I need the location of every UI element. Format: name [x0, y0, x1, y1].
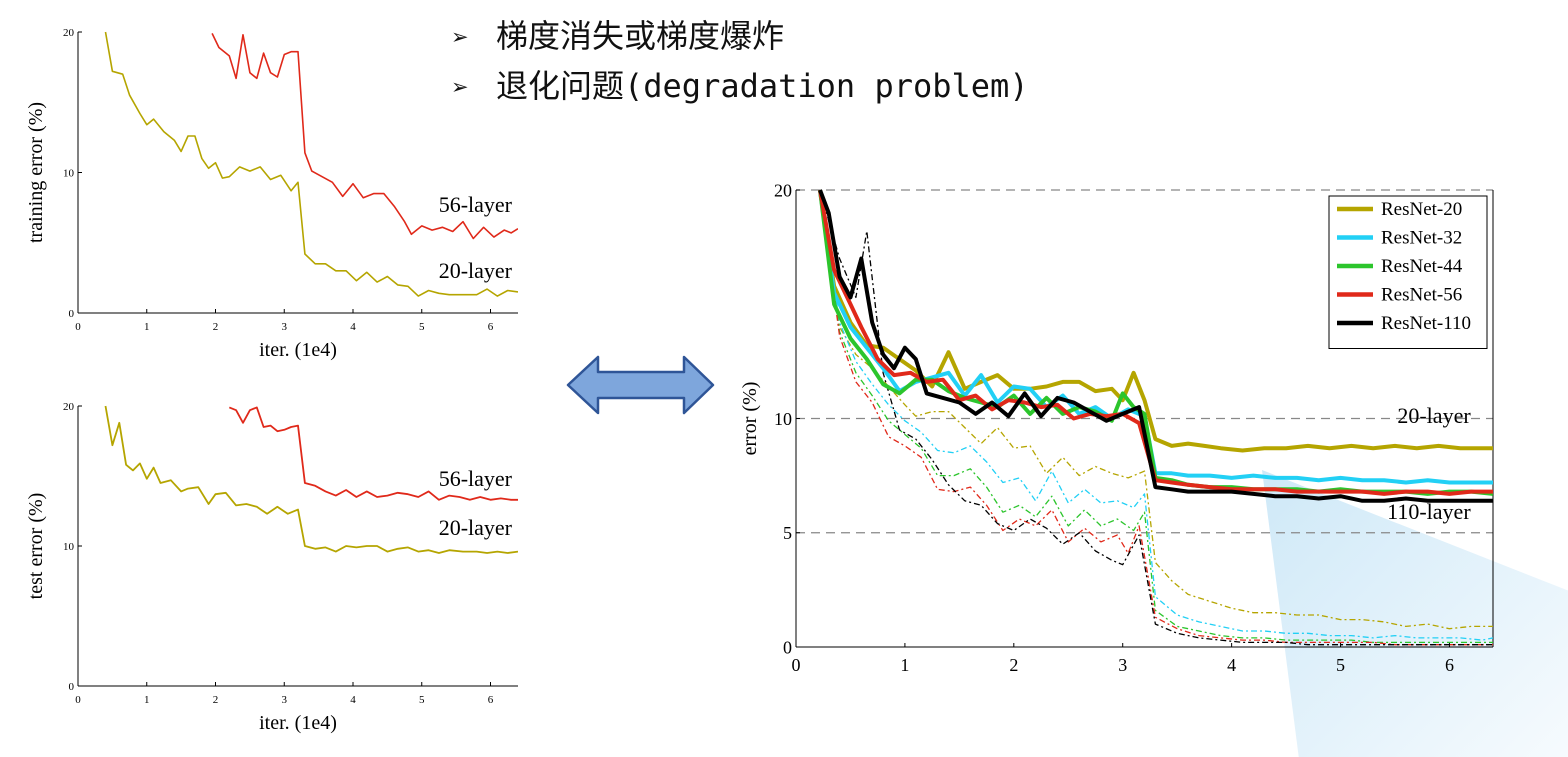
legend-label-resnet-110: ResNet-110	[1381, 313, 1471, 334]
double-arrow-icon	[566, 354, 716, 421]
training-error-chart-svg: 0 1 2 3 4 5 6 0 10 20 iter. (1e4) training error (%…	[25, 27, 518, 361]
x-tick-label: 5	[419, 321, 425, 333]
series-line-red	[211, 33, 518, 240]
bullet-arrow-icon: ➢	[452, 21, 469, 54]
bullet-list: ➢ 梯度消失或梯度爆炸 ➢ 退化问题(degradation problem)	[452, 12, 1029, 112]
x-tick-label: 4	[350, 321, 356, 333]
series-annotation-label: 110-layer	[1387, 499, 1471, 524]
series-line-red	[228, 406, 518, 501]
x-tick-label: 0	[75, 694, 81, 706]
y-tick-label: 10	[63, 541, 75, 553]
legend-label-resnet-44: ResNet-44	[1381, 256, 1463, 277]
legend-label-resnet-56: ResNet-56	[1381, 285, 1462, 306]
series-group	[104, 31, 518, 297]
x-tick-label: 2	[1009, 655, 1018, 675]
bullet-degradation-problem: ➢ 退化问题(degradation problem)	[452, 62, 1029, 112]
x-tick-label: 6	[488, 694, 494, 706]
y-tick-label: 0	[783, 637, 792, 657]
series-annotation-label: 56-layer	[439, 192, 513, 217]
x-tick-label: 5	[419, 694, 425, 706]
y-tick-label: 0	[69, 308, 75, 320]
bullet-vanishing-gradient: ➢ 梯度消失或梯度爆炸	[452, 12, 1029, 62]
bullet-text: 退化问题(degradation problem)	[496, 67, 1029, 105]
series-annotation-label: 20-layer	[439, 515, 513, 540]
test-error-chart-svg: 0 1 2 3 4 5 6 0 10 20 iter. (1e4) test error (%) 56-…	[25, 401, 518, 734]
x-tick-label: 5	[1336, 655, 1345, 675]
y-axis-label: error (%)	[739, 382, 761, 456]
x-axis-label: iter. (1e4)	[259, 712, 337, 734]
y-tick-label: 20	[774, 180, 792, 200]
series-line-resnet-110	[818, 189, 1493, 503]
x-tick-label: 2	[213, 321, 219, 333]
bullet-text: 梯度消失或梯度爆炸	[496, 17, 785, 55]
y-tick-label: 0	[69, 681, 75, 693]
x-tick-label: 6	[1445, 655, 1454, 675]
y-axis-label: training error (%)	[25, 102, 47, 243]
x-tick-label: 0	[792, 655, 801, 675]
test-error-chart: 0 1 2 3 4 5 6 0 10 20 iter. (1e4) test error (%) 56-…	[0, 394, 530, 734]
training-series-line-cyan	[819, 189, 1493, 641]
x-tick-label: 1	[144, 321, 150, 333]
training-series-line-gold	[819, 189, 1493, 630]
series-line-gold	[104, 31, 518, 297]
training-series-line-red	[819, 189, 1493, 646]
x-tick-label: 2	[213, 694, 219, 706]
x-tick-label: 0	[75, 321, 81, 333]
series-group	[818, 189, 1493, 646]
x-tick-label: 3	[1118, 655, 1127, 675]
y-tick-label: 5	[783, 523, 792, 543]
y-tick-label: 10	[774, 409, 792, 429]
x-axis-label: iter. (1e4)	[259, 339, 337, 361]
y-tick-label: 10	[63, 167, 75, 179]
x-tick-label: 4	[350, 694, 356, 706]
series-annotation-label: 20-layer	[439, 258, 513, 283]
series-annotation-label: 20-layer	[1397, 403, 1471, 428]
y-tick-label: 20	[63, 27, 75, 39]
resnet-error-chart: 0 1 2 3 4 5 6 0 5 10 20 error (%) 20-layer 110-layer R…	[720, 160, 1520, 720]
legend-label-resnet-32: ResNet-32	[1381, 228, 1462, 249]
x-tick-label: 3	[282, 694, 288, 706]
y-axis-label: test error (%)	[25, 493, 47, 600]
resnet-error-chart-svg: 0 1 2 3 4 5 6 0 5 10 20 error (%) 20-layer 110-layer R…	[739, 180, 1494, 675]
bullet-arrow-icon: ➢	[452, 71, 469, 104]
x-tick-label: 3	[282, 321, 288, 333]
training-series-line-green	[819, 189, 1493, 644]
y-tick-label: 20	[63, 401, 75, 413]
training-error-chart: 0 1 2 3 4 5 6 0 10 20 iter. (1e4) training error (%…	[0, 20, 530, 361]
series-line-resnet-56	[818, 189, 1493, 496]
training-series-line-black	[819, 189, 1493, 646]
x-tick-label: 1	[144, 694, 150, 706]
x-tick-label: 1	[900, 655, 909, 675]
series-line-gold	[104, 405, 518, 554]
x-tick-label: 4	[1227, 655, 1236, 675]
series-annotation-label: 56-layer	[439, 466, 513, 491]
series-group	[104, 405, 518, 554]
legend-label-resnet-20: ResNet-20	[1381, 199, 1462, 220]
x-tick-label: 6	[488, 321, 494, 333]
